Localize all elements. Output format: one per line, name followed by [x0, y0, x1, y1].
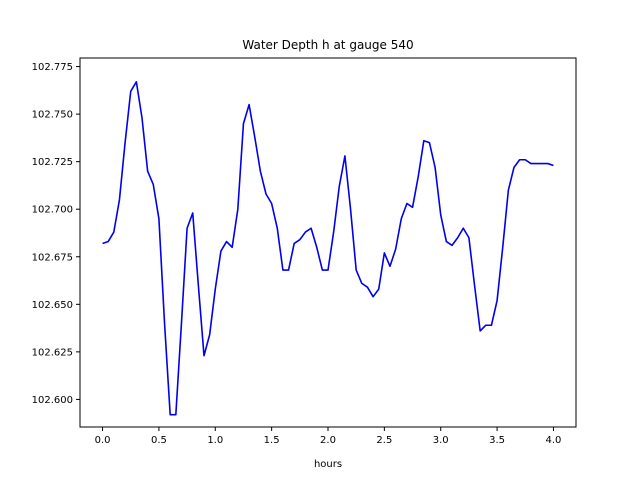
x-tick-label: 3.0	[433, 435, 449, 446]
x-tick-label: 4.0	[546, 435, 562, 446]
series-line	[102, 80, 554, 416]
x-tick-label: 1.5	[264, 435, 280, 446]
y-tick-label: 102.700	[32, 205, 73, 216]
y-tick-label: 102.650	[32, 300, 73, 311]
x-tick-label: 2.5	[376, 435, 392, 446]
x-tick-label: 0.5	[151, 435, 167, 446]
x-tick-label: 3.5	[489, 435, 505, 446]
x-tick-label: 1.0	[207, 435, 223, 446]
x-axis-label: hours	[314, 459, 342, 470]
y-tick-label: 102.775	[32, 62, 73, 73]
axes-frame	[79, 57, 577, 428]
y-tick-label: 102.600	[32, 395, 73, 406]
chart-title: Water Depth h at gauge 540	[242, 38, 413, 52]
x-tick-label: 0.0	[95, 435, 111, 446]
y-tick-label: 102.750	[32, 110, 73, 121]
plot-area	[102, 80, 554, 416]
y-tick-label: 102.675	[32, 252, 73, 263]
x-tick-label: 2.0	[320, 435, 336, 446]
y-tick-label: 102.725	[32, 157, 73, 168]
y-tick-label: 102.625	[32, 347, 73, 358]
x-axis: 0.0 0.5 1.0 1.5 2.0 2.5 3.0 3.5 4.0	[95, 427, 562, 446]
y-axis: 102.600 102.625 102.650 102.675 102.700 102.7…	[32, 62, 80, 406]
